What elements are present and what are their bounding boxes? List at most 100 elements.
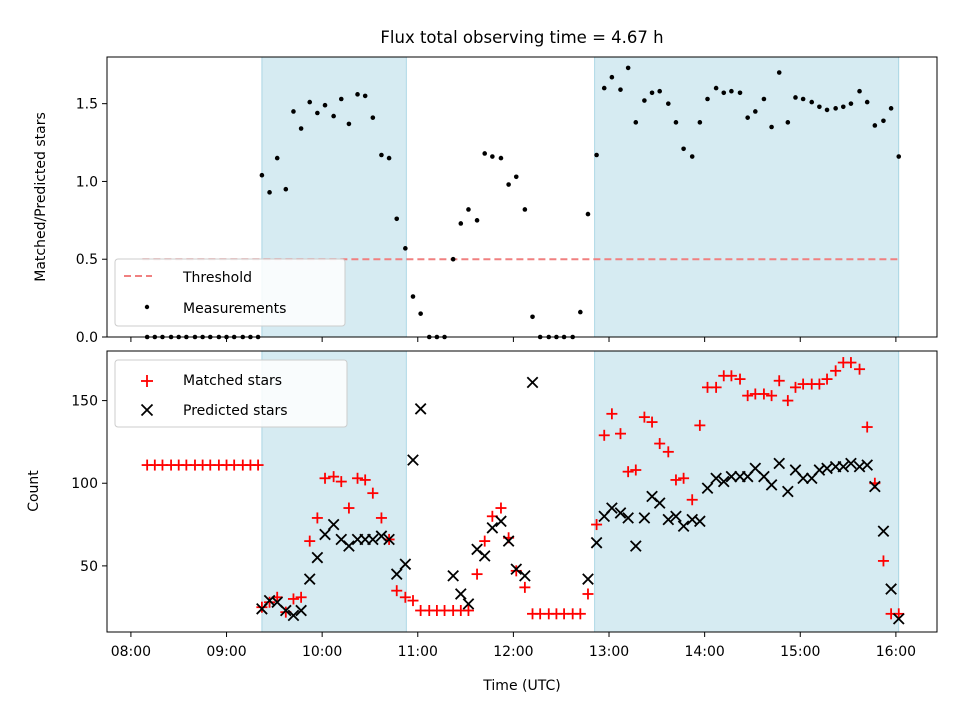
matched-star-marker — [654, 438, 666, 450]
x-tick-label: 10:00 — [302, 644, 342, 660]
predicted-star-marker — [311, 551, 324, 564]
measurement-point — [322, 102, 328, 108]
top-x-axis-ticks — [130, 337, 897, 342]
matched-star-marker — [606, 408, 618, 420]
measurement-point — [506, 182, 511, 187]
predicted-star-marker — [399, 558, 412, 571]
matched-star-marker — [710, 381, 722, 393]
predicted-star-marker — [295, 604, 307, 617]
matched-star-marker — [295, 591, 307, 603]
matched-star-marker — [462, 605, 474, 617]
matched-star-marker — [582, 588, 594, 600]
matched-star-marker — [264, 596, 276, 608]
predicted-star-marker — [877, 525, 890, 538]
predicted-star-marker — [797, 472, 809, 485]
predicted-star-marker — [677, 520, 690, 533]
y-tick-label: 50 — [80, 559, 98, 575]
legend-measurements-swatch — [144, 304, 150, 310]
measurement-point — [689, 154, 695, 159]
measurement-point — [840, 104, 846, 110]
predicted-star-marker — [375, 530, 388, 542]
top-axes-frame — [106, 56, 938, 338]
matched-star-marker — [670, 474, 682, 486]
measurement-point — [474, 218, 480, 223]
matched-star-marker — [725, 370, 737, 382]
measurement-point — [737, 90, 743, 96]
predicted-star-marker — [653, 497, 666, 509]
matched-stars-points — [141, 357, 905, 620]
measurement-point — [666, 101, 671, 106]
measurement-point — [522, 207, 528, 212]
measurement-point — [458, 221, 464, 226]
matched-star-marker — [766, 390, 778, 402]
predicted-star-marker — [622, 512, 634, 524]
predicted-star-marker — [407, 454, 419, 466]
x-tick-label: 15:00 — [780, 644, 820, 660]
measurement-point — [713, 85, 719, 91]
bottom-legend-box — [114, 359, 348, 428]
matched-star-marker — [893, 608, 905, 620]
bottom-panel: 50 100 150 08:00 09:00 10:00 11:00 12:00 13:00 1… — [26, 350, 938, 694]
y-tick-label: 1.5 — [76, 97, 98, 113]
matched-star-marker — [877, 555, 889, 567]
matched-star-marker — [495, 502, 507, 514]
matched-star-marker — [789, 381, 801, 393]
measurement-point — [466, 207, 471, 212]
predicted-star-marker — [662, 513, 675, 526]
measurement-point — [403, 246, 408, 251]
bottom-axes-frame — [106, 350, 938, 633]
matched-star-marker — [782, 395, 794, 407]
predicted-star-marker — [447, 569, 459, 582]
matched-star-marker — [845, 357, 857, 369]
measurement-point — [881, 118, 886, 124]
predicted-star-marker — [614, 507, 627, 519]
bottom-legend: Matched stars Predicted stars — [114, 359, 348, 428]
predicted-star-marker — [478, 550, 491, 562]
measurement-point — [513, 174, 519, 180]
top-y-axis-label: Matched/Predicted stars — [33, 112, 49, 282]
matched-star-marker — [391, 585, 403, 597]
legend-matched-label: Matched stars — [183, 373, 282, 389]
top-shaded-regions — [261, 56, 900, 338]
matched-star-marker — [574, 608, 586, 620]
measurement-point — [809, 99, 815, 105]
measurement-point — [601, 85, 607, 91]
measurement-point — [346, 121, 352, 127]
matched-star-marker — [471, 568, 483, 580]
legend-predicted-label: Predicted stars — [183, 403, 288, 419]
measurement-point — [331, 113, 336, 119]
measurement-point — [274, 155, 280, 161]
matched-star-marker — [367, 487, 379, 499]
top-y-axis-ticks: 0.0 0.5 1.0 1.5 — [76, 97, 107, 346]
matched-star-marker — [830, 365, 842, 377]
measurement-point — [817, 104, 822, 110]
matched-star-marker — [343, 502, 355, 514]
measurement-point — [888, 106, 894, 111]
measurement-point — [291, 109, 296, 114]
matched-star-marker — [407, 595, 419, 607]
predicted-star-marker — [390, 568, 403, 580]
y-tick-label: 0.0 — [76, 330, 98, 346]
predicted-star-marker — [495, 515, 507, 528]
measurement-point — [490, 154, 495, 159]
matched-star-marker — [591, 519, 603, 531]
predicted-star-marker — [869, 480, 881, 493]
bottom-y-axis-label: Count — [26, 470, 42, 512]
predicted-star-marker — [582, 573, 594, 585]
matched-star-marker — [287, 593, 299, 605]
measurement-point — [498, 155, 504, 161]
predicted-star-marker — [414, 403, 427, 415]
measurement-point — [753, 109, 758, 114]
shaded-region-2 — [594, 56, 900, 338]
legend-predicted-swatch — [140, 403, 154, 417]
y-tick-label: 0.5 — [76, 252, 98, 268]
y-tick-label: 100 — [71, 476, 98, 492]
measurement-point — [482, 151, 488, 156]
top-legend: Threshold Measurements — [114, 258, 346, 327]
matched-star-marker — [638, 411, 650, 423]
y-tick-label: 150 — [71, 394, 98, 410]
measurement-point — [307, 99, 313, 105]
predicted-star-marker — [606, 502, 618, 514]
predicted-star-marker — [519, 569, 531, 582]
measurement-point — [872, 123, 878, 128]
